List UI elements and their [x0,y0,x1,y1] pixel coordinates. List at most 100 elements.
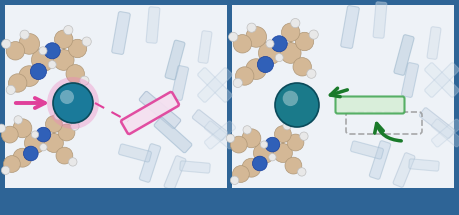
FancyBboxPatch shape [192,110,227,140]
Circle shape [44,43,60,59]
Circle shape [274,54,283,62]
Text: Desolvation: Desolvation [77,192,155,206]
Bar [5,188,226,210]
Circle shape [14,116,22,124]
Circle shape [290,18,299,28]
Circle shape [31,49,54,72]
Circle shape [13,148,32,167]
Circle shape [235,67,253,85]
Circle shape [30,63,46,80]
FancyBboxPatch shape [197,68,232,102]
FancyBboxPatch shape [165,40,185,80]
Circle shape [230,176,238,184]
Circle shape [68,158,77,166]
FancyBboxPatch shape [204,121,235,149]
Circle shape [79,76,89,85]
FancyBboxPatch shape [431,119,459,147]
Circle shape [253,143,274,163]
Circle shape [285,157,301,174]
Circle shape [66,113,80,127]
Circle shape [20,30,29,39]
FancyBboxPatch shape [121,92,179,134]
Circle shape [48,61,56,69]
FancyBboxPatch shape [350,141,383,159]
Circle shape [1,126,18,143]
Circle shape [1,39,11,49]
Circle shape [1,166,10,175]
Circle shape [246,23,256,32]
Circle shape [242,126,251,134]
Circle shape [260,141,267,148]
Circle shape [245,59,266,80]
Circle shape [63,26,73,35]
FancyBboxPatch shape [424,63,459,97]
Circle shape [228,32,237,41]
Circle shape [241,158,260,177]
Circle shape [13,119,32,138]
Circle shape [60,90,74,104]
FancyBboxPatch shape [197,68,232,102]
Circle shape [8,74,27,92]
Circle shape [39,47,47,55]
FancyBboxPatch shape [424,63,459,97]
FancyBboxPatch shape [340,6,358,48]
FancyBboxPatch shape [139,91,180,129]
Circle shape [299,132,308,140]
Text: Coordination: Coordination [300,192,385,206]
Circle shape [265,40,274,48]
Circle shape [295,32,313,51]
Circle shape [232,166,249,182]
Circle shape [47,77,99,129]
Circle shape [297,168,305,176]
Circle shape [36,127,50,142]
Circle shape [280,43,300,63]
Circle shape [274,83,318,127]
FancyBboxPatch shape [335,97,403,114]
Circle shape [226,134,234,143]
Circle shape [75,97,91,113]
Circle shape [54,112,62,120]
Circle shape [282,91,297,106]
Circle shape [273,144,292,163]
Circle shape [252,156,267,171]
Bar [231,188,453,210]
FancyBboxPatch shape [118,144,151,162]
FancyBboxPatch shape [408,159,438,171]
FancyBboxPatch shape [426,27,440,59]
Circle shape [23,146,38,161]
FancyBboxPatch shape [419,108,453,138]
Circle shape [24,132,45,154]
Circle shape [281,23,299,41]
Circle shape [54,30,73,49]
Circle shape [56,147,73,164]
Circle shape [6,41,24,60]
FancyBboxPatch shape [198,31,212,63]
FancyBboxPatch shape [139,144,160,182]
Circle shape [6,85,15,95]
FancyBboxPatch shape [369,141,390,179]
FancyBboxPatch shape [164,156,185,190]
Circle shape [58,124,75,141]
Circle shape [71,122,79,131]
FancyBboxPatch shape [392,153,414,187]
FancyBboxPatch shape [231,5,453,188]
Circle shape [19,66,39,86]
FancyBboxPatch shape [171,66,188,100]
Circle shape [233,35,251,53]
FancyBboxPatch shape [393,35,413,75]
Circle shape [268,154,275,161]
FancyBboxPatch shape [154,117,191,153]
Circle shape [264,137,279,152]
Circle shape [292,58,311,76]
Circle shape [308,30,318,39]
Circle shape [233,78,242,88]
Circle shape [31,131,39,138]
Circle shape [19,34,39,54]
FancyBboxPatch shape [372,2,386,38]
Circle shape [45,116,62,132]
Circle shape [0,124,6,132]
Circle shape [4,156,20,172]
Circle shape [66,64,84,83]
Circle shape [258,41,281,64]
Circle shape [286,134,303,151]
